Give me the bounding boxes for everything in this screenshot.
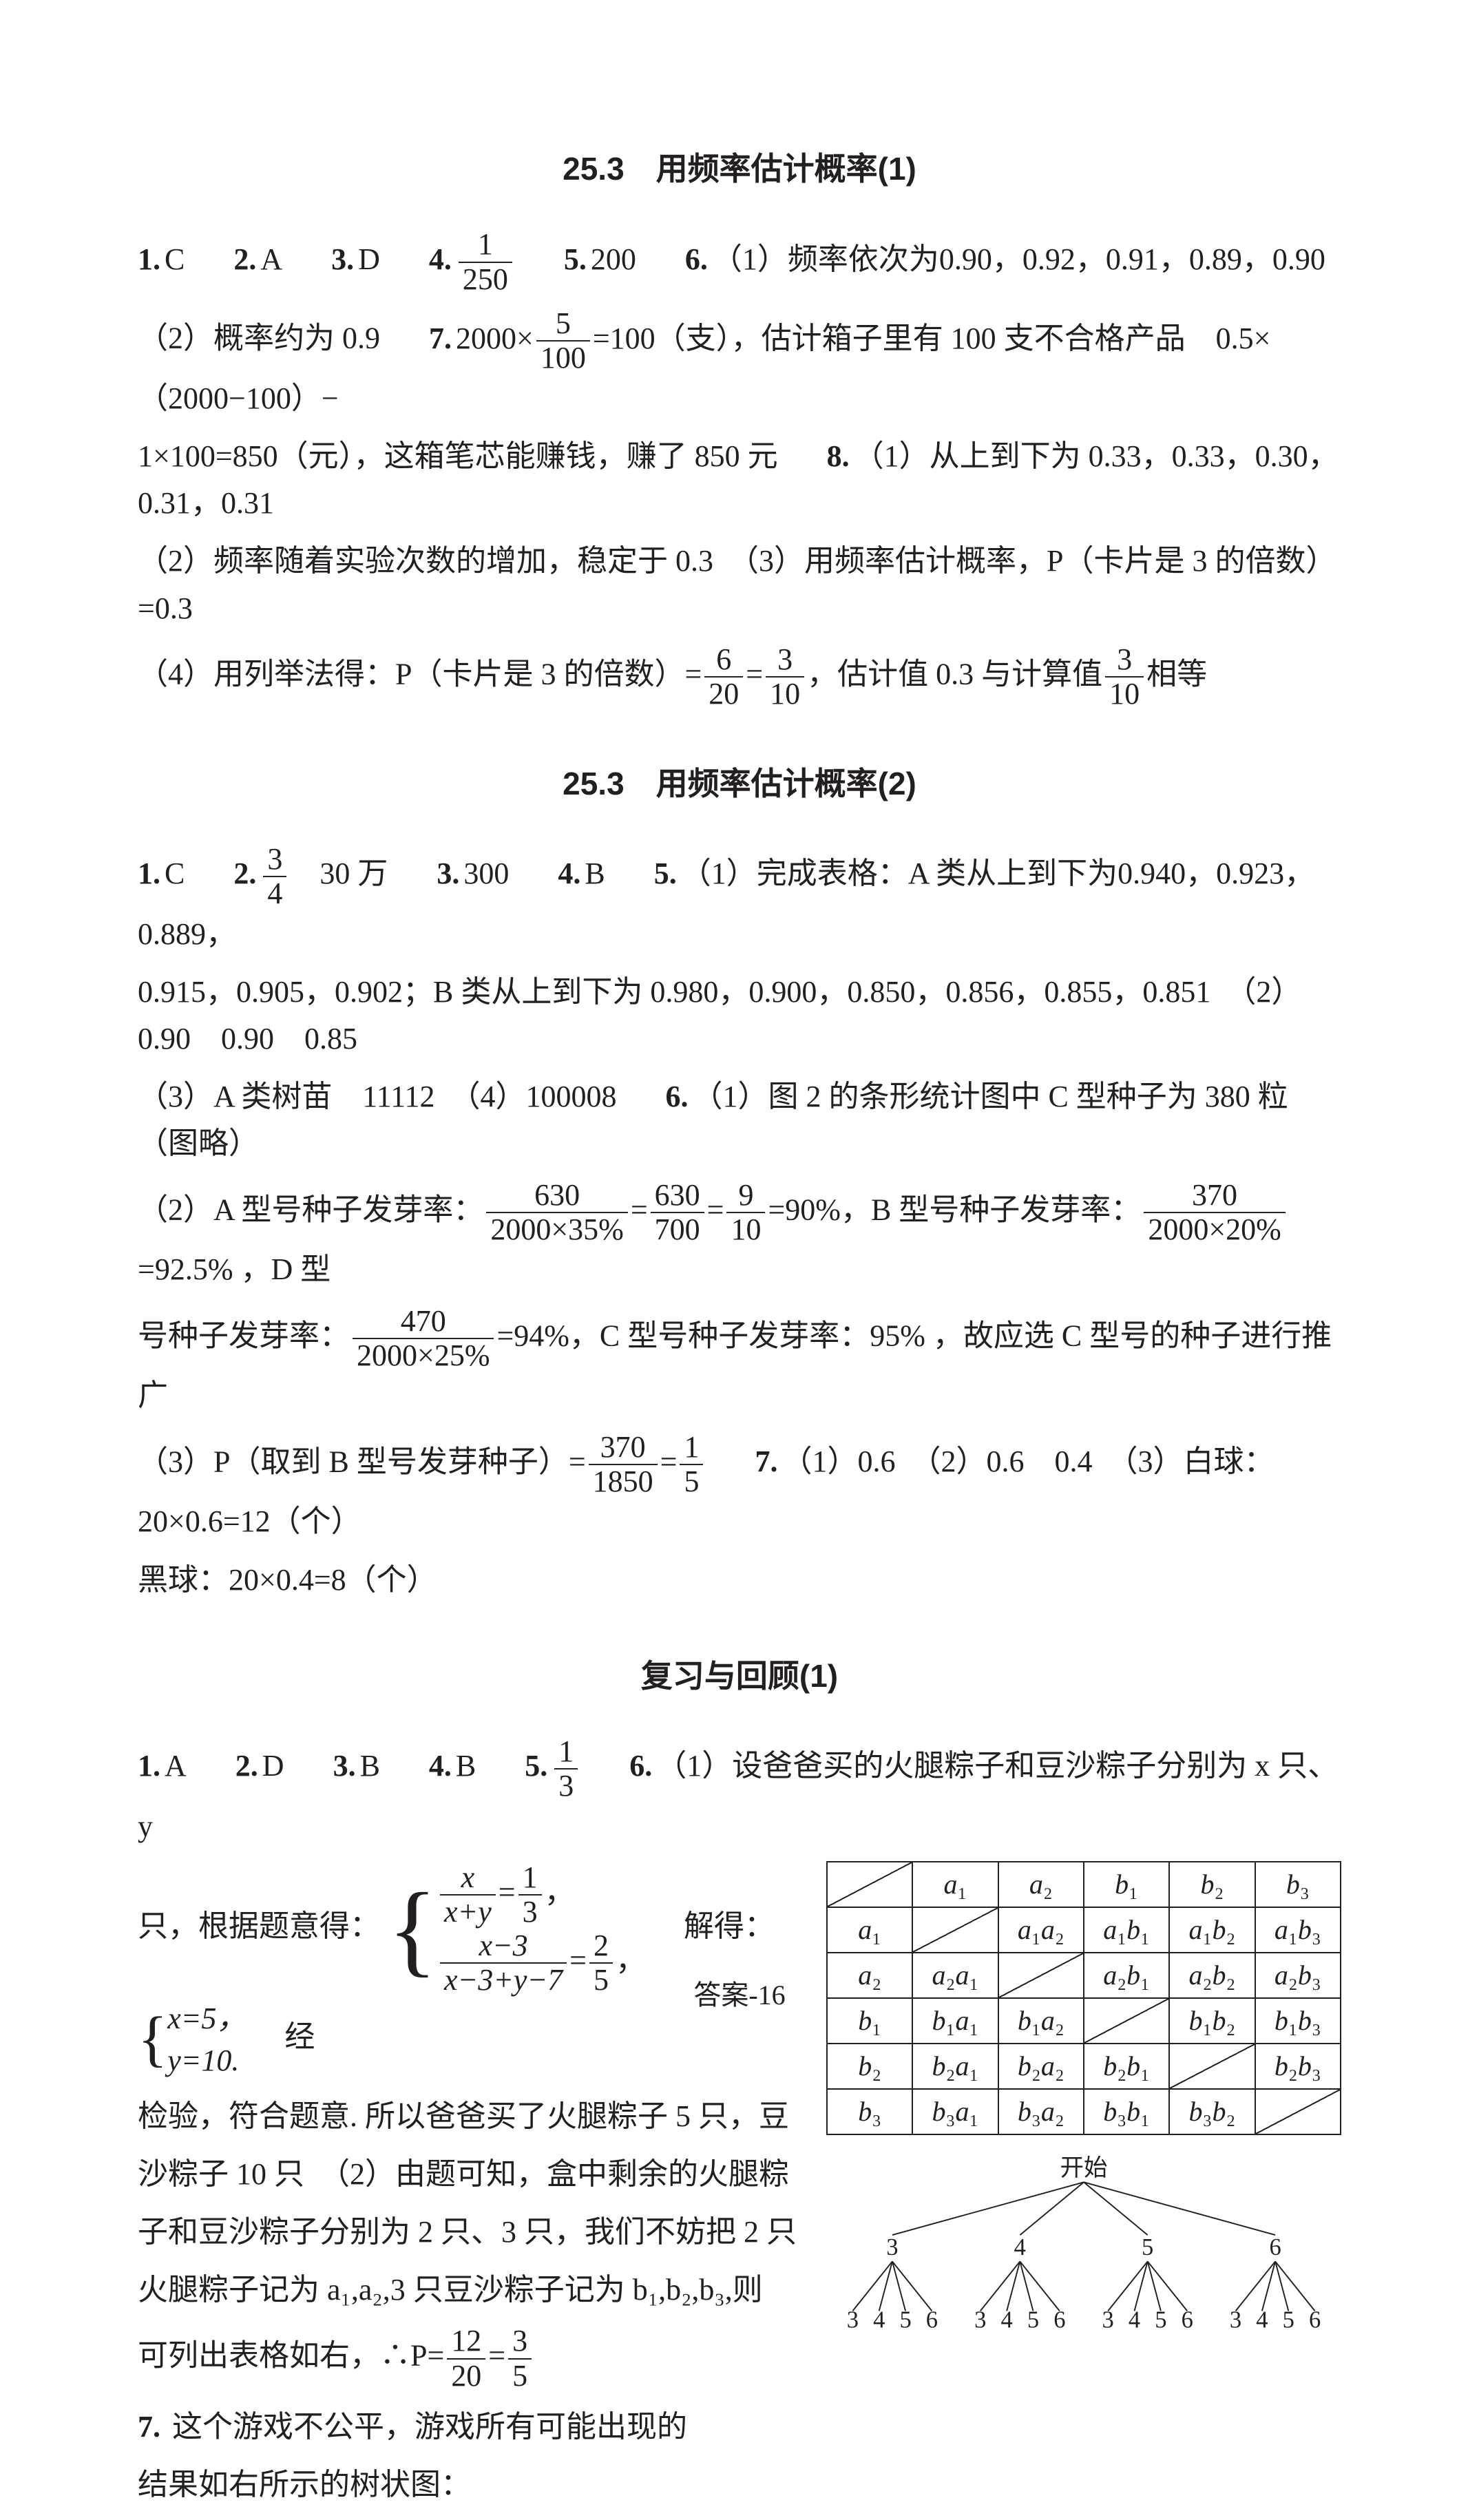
- s3-left-column: 只，根据题意得： { xx+y=13， x−3x−3+y−7=25， 解得： {…: [138, 1861, 799, 2520]
- s1-line3: 1×100=850（元），这箱笔芯能赚钱，赚了 850 元 8.（1）从上到下为…: [138, 433, 1341, 527]
- s3-line7: 可列出表格如右，∴P=1220=35: [138, 2324, 799, 2393]
- svg-text:3: 3: [847, 2307, 859, 2333]
- svg-text:3: 3: [1102, 2307, 1114, 2333]
- section-3-title: 复习与回顾(1): [138, 1652, 1341, 1701]
- s2-line3: （3）A 类树苗 11112 （4）100008 6.（1）图 2 的条形统计图…: [138, 1073, 1341, 1167]
- table-header-cell: b₂: [1169, 1862, 1255, 1907]
- section-1-title: 25.3 用频率估计概率(1): [138, 145, 1341, 193]
- svg-text:4: 4: [1256, 2307, 1268, 2333]
- s1-line1: 1.C 2.A 3.D 4.1250 5.200 6.（1）频率依次为0.90，…: [138, 228, 1341, 296]
- section-1: 25.3 用频率估计概率(1) 1.C 2.A 3.D 4.1250 5.200…: [138, 145, 1341, 711]
- tree-diagram: 开始33456434565345663456: [826, 2156, 1341, 2368]
- svg-text:4: 4: [1000, 2307, 1012, 2333]
- table-header-cell: a₁: [912, 1862, 998, 1907]
- section-3: 复习与回顾(1) 1.A 2.D 3.B 4.B 5.13 6.（1）设爸爸买的…: [138, 1652, 1341, 2520]
- table-cell: a₁b₃: [1255, 1907, 1341, 1953]
- s3-line1: 1.A 2.D 3.B 4.B 5.13 6.（1）设爸爸买的火腿粽子和豆沙粽子…: [138, 1735, 1341, 1850]
- svg-text:4: 4: [1014, 2234, 1026, 2260]
- table-cell: a₁a₂: [998, 1907, 1084, 1953]
- table-cell: b₂a₁: [912, 2044, 998, 2089]
- svg-text:5: 5: [1027, 2307, 1039, 2333]
- section-2: 25.3 用频率估计概率(2) 1.C 2.34 30 万 3.300 4.B …: [138, 759, 1341, 1604]
- svg-text:6: 6: [1182, 2307, 1193, 2333]
- svg-text:4: 4: [1129, 2307, 1140, 2333]
- page: 25.3 用频率估计概率(1) 1.C 2.A 3.D 4.1250 5.200…: [0, 0, 1479, 2099]
- s3-line4: 沙粽子 10 只 （2）由题可知，盒中剩余的火腿粽: [138, 2151, 799, 2198]
- table-cell: b₃b₁: [1084, 2089, 1169, 2134]
- svg-text:6: 6: [1053, 2307, 1065, 2333]
- s1-line4: （2）频率随着实验次数的增加，稳定于 0.3 （3）用频率估计概率，P（卡片是 …: [138, 538, 1341, 631]
- table-cell: [1169, 2044, 1255, 2089]
- table-cell: [912, 1907, 998, 1953]
- s2-line5: 号种子发芽率：4702000×25%=94%，C 型号种子发芽率：95% ，故应…: [138, 1305, 1341, 1420]
- s3-line2: 只，根据题意得： { xx+y=13， x−3x−3+y−7=25， 解得： {…: [138, 1861, 799, 2082]
- s2-line7: 黑球：20×0.4=8（个）: [138, 1557, 1341, 1604]
- s3-line5: 子和豆沙粽子分别为 2 只、3 只，我们不妨把 2 只: [138, 2209, 799, 2256]
- table-cell: b₂b₃: [1255, 2044, 1341, 2089]
- table-header-cell: b₃: [1255, 1862, 1341, 1907]
- svg-text:4: 4: [873, 2307, 885, 2333]
- s2-line2: 0.915，0.905，0.902；B 类从上到下为 0.980，0.900，0…: [138, 969, 1341, 1062]
- svg-text:3: 3: [1230, 2307, 1241, 2333]
- table-cell: b₂b₁: [1084, 2044, 1169, 2089]
- s2-line6: （3）P（取到 B 型号发芽种子）=3701850=15 7.（1）0.6 （2…: [138, 1431, 1341, 1546]
- s2-line1: 1.C 2.34 30 万 3.300 4.B 5.（1）完成表格：A 类从上到…: [138, 843, 1341, 958]
- table-header-cell: a₂: [998, 1862, 1084, 1907]
- s1-line5: （4）用列举法得：P（卡片是 3 的倍数）=620=310，估计值 0.3 与计…: [138, 643, 1341, 711]
- svg-text:开始: 开始: [1060, 2156, 1107, 2181]
- svg-text:5: 5: [1155, 2307, 1166, 2333]
- s3-line-q7: 7. 这个游戏不公平，游戏所有可能出现的: [138, 2404, 799, 2450]
- svg-text:6: 6: [1309, 2307, 1321, 2333]
- table-cell: a₁b₁: [1084, 1907, 1169, 1953]
- svg-text:5: 5: [1283, 2307, 1294, 2333]
- table-cell: b₂: [827, 2044, 912, 2089]
- table-cell: b₂a₂: [998, 2044, 1084, 2089]
- s3-two-col: 只，根据题意得： { xx+y=13， x−3x−3+y−7=25， 解得： {…: [138, 1861, 1341, 2520]
- svg-text:6: 6: [926, 2307, 938, 2333]
- svg-text:3: 3: [886, 2234, 898, 2260]
- table-cell: a₁b₂: [1169, 1907, 1255, 1953]
- table-cell: b₃b₂: [1169, 2089, 1255, 2134]
- table-cell: b₃a₁: [912, 2089, 998, 2134]
- table-header-cell: b₁: [1084, 1862, 1169, 1907]
- svg-text:5: 5: [1142, 2234, 1153, 2260]
- section-2-title: 25.3 用频率估计概率(2): [138, 759, 1341, 808]
- s1-q4-frac: 1250: [459, 228, 512, 296]
- s2-line4: （2）A 型号种子发芽率：6302000×35%=630700=910=90%，…: [138, 1179, 1341, 1294]
- s3-line6: 火腿粽子记为 a₁,a₂,3 只豆沙粽子记为 b₁,b₂,b₃,则: [138, 2267, 799, 2313]
- table-cell: a₁: [827, 1907, 912, 1953]
- table-cell: b₃: [827, 2089, 912, 2134]
- table-cell: b₃a₂: [998, 2089, 1084, 2134]
- svg-text:6: 6: [1269, 2234, 1281, 2260]
- svg-text:3: 3: [974, 2307, 986, 2333]
- svg-text:5: 5: [899, 2307, 911, 2333]
- s3-line3: 检验，符合题意. 所以爸爸买了火腿粽子 5 只，豆: [138, 2093, 799, 2140]
- table-cell: [1255, 2089, 1341, 2134]
- s1-line2: （2）概率约为 0.9 7.2000×5100=100（支），估计箱子里有 10…: [138, 307, 1341, 422]
- s3-line8: 结果如右所示的树状图：: [138, 2461, 799, 2508]
- page-footer: 答案-16: [0, 1974, 1479, 2017]
- s3-right-column: a₁a₂b₁b₂b₃a₁a₁a₂a₁b₁a₁b₂a₁b₃a₂a₂a₁a₂b₁a₂…: [826, 1861, 1341, 2368]
- table-header-cell: [827, 1862, 912, 1907]
